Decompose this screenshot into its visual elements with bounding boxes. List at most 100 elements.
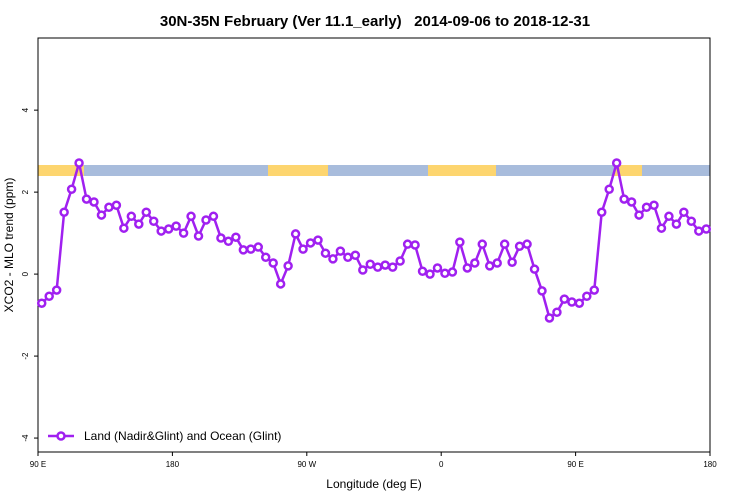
data-point bbox=[582, 291, 592, 301]
data-point bbox=[186, 211, 196, 222]
data-point bbox=[298, 244, 308, 254]
data-point bbox=[656, 223, 667, 233]
data-point bbox=[208, 211, 219, 222]
data-point bbox=[567, 297, 577, 307]
data-point bbox=[604, 184, 614, 195]
data-point bbox=[104, 202, 114, 213]
data-point bbox=[171, 221, 181, 231]
data-point bbox=[626, 197, 637, 207]
data-point bbox=[328, 254, 338, 264]
data-point bbox=[596, 207, 607, 217]
x-axis-label: Longitude (deg E) bbox=[326, 477, 421, 491]
land-band bbox=[38, 165, 84, 176]
data-point bbox=[44, 291, 54, 301]
data-point bbox=[313, 235, 323, 245]
data-point bbox=[260, 252, 271, 263]
data-point bbox=[686, 216, 697, 226]
legend: Land (Nadir&Glint) and Ocean (Glint) bbox=[48, 429, 281, 443]
data-point bbox=[81, 194, 92, 204]
data-point bbox=[238, 245, 249, 255]
data-point bbox=[432, 263, 443, 273]
data-point bbox=[425, 269, 435, 279]
data-point bbox=[163, 224, 174, 234]
data-point bbox=[664, 211, 674, 222]
data-point bbox=[499, 239, 510, 249]
data-point bbox=[402, 239, 413, 249]
data-point bbox=[455, 237, 465, 247]
data-point bbox=[253, 242, 264, 252]
data-point bbox=[380, 260, 390, 270]
data-point bbox=[522, 239, 532, 249]
land-band bbox=[428, 165, 496, 176]
data-point bbox=[365, 259, 376, 270]
data-point bbox=[462, 263, 473, 273]
y-tick-label: 2 bbox=[21, 189, 30, 194]
data-point bbox=[343, 252, 353, 263]
data-point bbox=[178, 228, 189, 238]
data-point bbox=[641, 202, 652, 213]
data-point bbox=[96, 210, 107, 220]
data-point bbox=[134, 219, 144, 229]
data-point bbox=[216, 233, 226, 243]
data-point bbox=[559, 294, 570, 304]
data-point bbox=[484, 261, 495, 271]
data-point bbox=[440, 268, 450, 279]
data-point bbox=[283, 261, 293, 271]
data-point bbox=[470, 258, 480, 268]
legend-label: Land (Nadir&Glint) and Ocean (Glint) bbox=[84, 429, 281, 443]
data-point bbox=[372, 262, 383, 272]
data-point bbox=[223, 236, 234, 247]
data-point bbox=[507, 257, 517, 267]
data-point bbox=[36, 298, 47, 308]
data-point bbox=[156, 226, 166, 236]
data-point bbox=[231, 232, 241, 242]
y-tick-label: -4 bbox=[21, 434, 30, 442]
chart-title: 30N-35N February (Ver 11.1_early) 2014-0… bbox=[160, 13, 590, 30]
data-point bbox=[320, 248, 331, 258]
data-point bbox=[350, 250, 361, 260]
data-point bbox=[417, 266, 428, 276]
y-tick-label: -2 bbox=[21, 352, 30, 360]
data-point bbox=[514, 241, 525, 251]
data-point bbox=[290, 229, 301, 239]
plot-frame bbox=[37, 37, 711, 453]
data-point bbox=[335, 246, 346, 256]
data-point bbox=[447, 267, 458, 277]
y-tick-label: 0 bbox=[21, 271, 30, 276]
data-point bbox=[66, 184, 77, 195]
data-point bbox=[477, 239, 488, 249]
data-point bbox=[201, 215, 211, 225]
data-point bbox=[119, 223, 129, 233]
data-point bbox=[679, 207, 689, 217]
data-point bbox=[649, 200, 659, 210]
x-tick-label: 90 E bbox=[567, 460, 583, 469]
x-tick-label: 0 bbox=[439, 460, 444, 469]
data-point bbox=[148, 216, 159, 226]
x-tick-label: 90 E bbox=[30, 460, 46, 469]
data-point bbox=[410, 240, 420, 250]
land-band bbox=[268, 165, 328, 176]
data-point bbox=[395, 256, 405, 266]
data-point bbox=[634, 210, 644, 220]
data-point bbox=[537, 286, 547, 296]
data-point bbox=[701, 224, 712, 234]
data-point bbox=[111, 200, 122, 210]
data-point bbox=[671, 219, 682, 229]
data-point bbox=[305, 238, 316, 248]
data-point bbox=[492, 258, 502, 268]
data-point bbox=[74, 158, 84, 168]
data-point bbox=[193, 231, 204, 241]
surface-band bbox=[38, 165, 710, 176]
ocean-band bbox=[38, 165, 710, 176]
data-point bbox=[275, 279, 286, 289]
data-point bbox=[126, 211, 137, 222]
data-point bbox=[141, 207, 152, 217]
data-point bbox=[552, 307, 562, 317]
data-point bbox=[529, 264, 540, 274]
legend-marker bbox=[56, 431, 66, 441]
data-point bbox=[59, 207, 69, 217]
data-point bbox=[51, 285, 62, 295]
y-axis-label: XCO2 - MLO trend (ppm) bbox=[2, 178, 16, 313]
data-point bbox=[589, 285, 600, 295]
